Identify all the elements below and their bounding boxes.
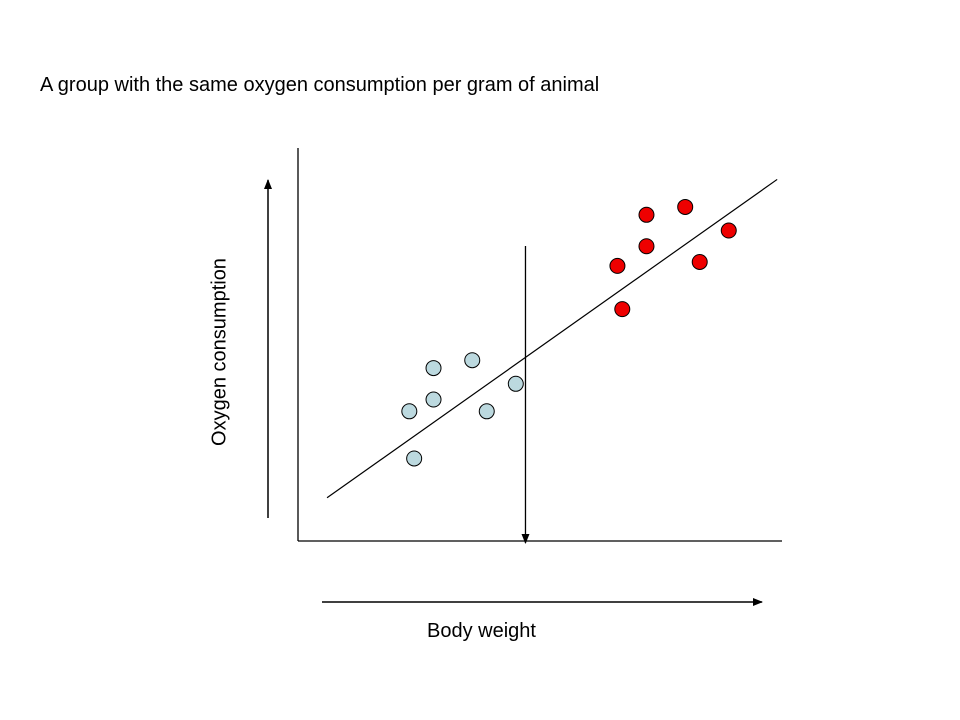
- red-group-point: [609, 257, 626, 274]
- light-group-point: [425, 360, 442, 377]
- x-axis-label: Body weight: [427, 620, 536, 642]
- light-group-point: [464, 352, 481, 369]
- red-group-point: [677, 198, 694, 215]
- red-group-point: [720, 222, 737, 239]
- red-group-point: [614, 301, 631, 318]
- red-group-point: [638, 206, 655, 223]
- trend-line: [326, 178, 778, 499]
- diagram-title: A group with the same oxygen consumption…: [40, 74, 600, 96]
- light-group-point: [425, 391, 442, 408]
- light-group-point: [478, 403, 495, 420]
- light-group-point: [406, 450, 423, 467]
- red-group-point: [638, 238, 655, 255]
- light-group-point: [507, 375, 524, 392]
- light-group-point: [401, 403, 418, 420]
- red-group-point: [691, 253, 708, 270]
